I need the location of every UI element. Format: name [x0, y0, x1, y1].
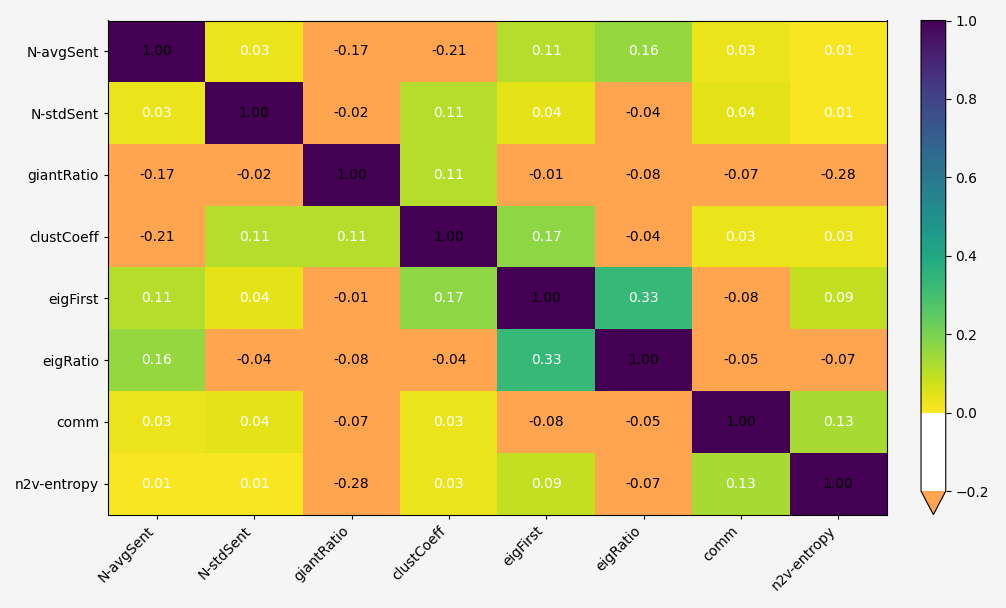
Text: 0.03: 0.03 — [434, 477, 464, 491]
Text: -0.21: -0.21 — [431, 44, 467, 58]
Text: 0.16: 0.16 — [628, 44, 659, 58]
Text: -0.02: -0.02 — [334, 106, 369, 120]
Text: 0.03: 0.03 — [238, 44, 270, 58]
Text: 0.11: 0.11 — [142, 291, 172, 305]
Text: -0.05: -0.05 — [723, 353, 759, 367]
Text: -0.01: -0.01 — [528, 168, 564, 182]
Text: 0.04: 0.04 — [238, 291, 270, 305]
Text: 0.01: 0.01 — [238, 477, 270, 491]
Text: -0.17: -0.17 — [334, 44, 369, 58]
Text: -0.01: -0.01 — [334, 291, 369, 305]
Text: 1.00: 1.00 — [628, 353, 659, 367]
Text: -0.28: -0.28 — [821, 168, 856, 182]
Text: 0.01: 0.01 — [823, 44, 854, 58]
Text: 0.04: 0.04 — [725, 106, 757, 120]
Text: 1.00: 1.00 — [725, 415, 757, 429]
Text: 0.13: 0.13 — [823, 415, 854, 429]
Text: 0.01: 0.01 — [823, 106, 854, 120]
Text: -0.07: -0.07 — [334, 415, 369, 429]
Text: -0.07: -0.07 — [626, 477, 661, 491]
Text: 0.13: 0.13 — [725, 477, 757, 491]
Text: -0.08: -0.08 — [334, 353, 369, 367]
Text: -0.04: -0.04 — [626, 106, 661, 120]
Text: 1.00: 1.00 — [336, 168, 367, 182]
Text: -0.08: -0.08 — [723, 291, 759, 305]
Text: 0.33: 0.33 — [629, 291, 659, 305]
Text: 0.11: 0.11 — [336, 230, 367, 244]
Text: 0.16: 0.16 — [142, 353, 172, 367]
Text: -0.17: -0.17 — [139, 168, 175, 182]
Text: -0.28: -0.28 — [334, 477, 369, 491]
Text: -0.04: -0.04 — [236, 353, 272, 367]
Text: 1.00: 1.00 — [238, 106, 270, 120]
Text: -0.05: -0.05 — [626, 415, 661, 429]
Text: -0.07: -0.07 — [821, 353, 856, 367]
Text: 0.11: 0.11 — [531, 44, 561, 58]
Text: 0.04: 0.04 — [531, 106, 561, 120]
Text: 0.09: 0.09 — [531, 477, 561, 491]
Text: 0.09: 0.09 — [823, 291, 854, 305]
Text: -0.21: -0.21 — [139, 230, 175, 244]
Text: 0.01: 0.01 — [142, 477, 172, 491]
PathPatch shape — [921, 491, 946, 514]
Text: 0.04: 0.04 — [238, 415, 270, 429]
Text: 0.03: 0.03 — [434, 415, 464, 429]
Text: -0.08: -0.08 — [528, 415, 564, 429]
Text: 0.17: 0.17 — [434, 291, 464, 305]
Text: 0.03: 0.03 — [725, 44, 757, 58]
Text: 1.00: 1.00 — [531, 291, 561, 305]
Text: 0.11: 0.11 — [238, 230, 270, 244]
Text: -0.02: -0.02 — [236, 168, 272, 182]
Text: 1.00: 1.00 — [823, 477, 854, 491]
Text: 0.03: 0.03 — [725, 230, 757, 244]
Text: -0.08: -0.08 — [626, 168, 661, 182]
Text: 0.11: 0.11 — [434, 168, 465, 182]
Text: 0.11: 0.11 — [434, 106, 465, 120]
Text: -0.04: -0.04 — [626, 230, 661, 244]
Text: 0.03: 0.03 — [142, 415, 172, 429]
Text: -0.04: -0.04 — [432, 353, 467, 367]
Text: 0.17: 0.17 — [531, 230, 561, 244]
Text: 1.00: 1.00 — [142, 44, 172, 58]
Text: 0.33: 0.33 — [531, 353, 561, 367]
Text: -0.07: -0.07 — [723, 168, 759, 182]
Text: 1.00: 1.00 — [434, 230, 464, 244]
Text: 0.03: 0.03 — [823, 230, 854, 244]
Text: 0.03: 0.03 — [142, 106, 172, 120]
